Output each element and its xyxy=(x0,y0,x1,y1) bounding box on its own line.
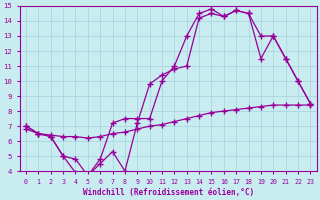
X-axis label: Windchill (Refroidissement éolien,°C): Windchill (Refroidissement éolien,°C) xyxy=(83,188,254,197)
